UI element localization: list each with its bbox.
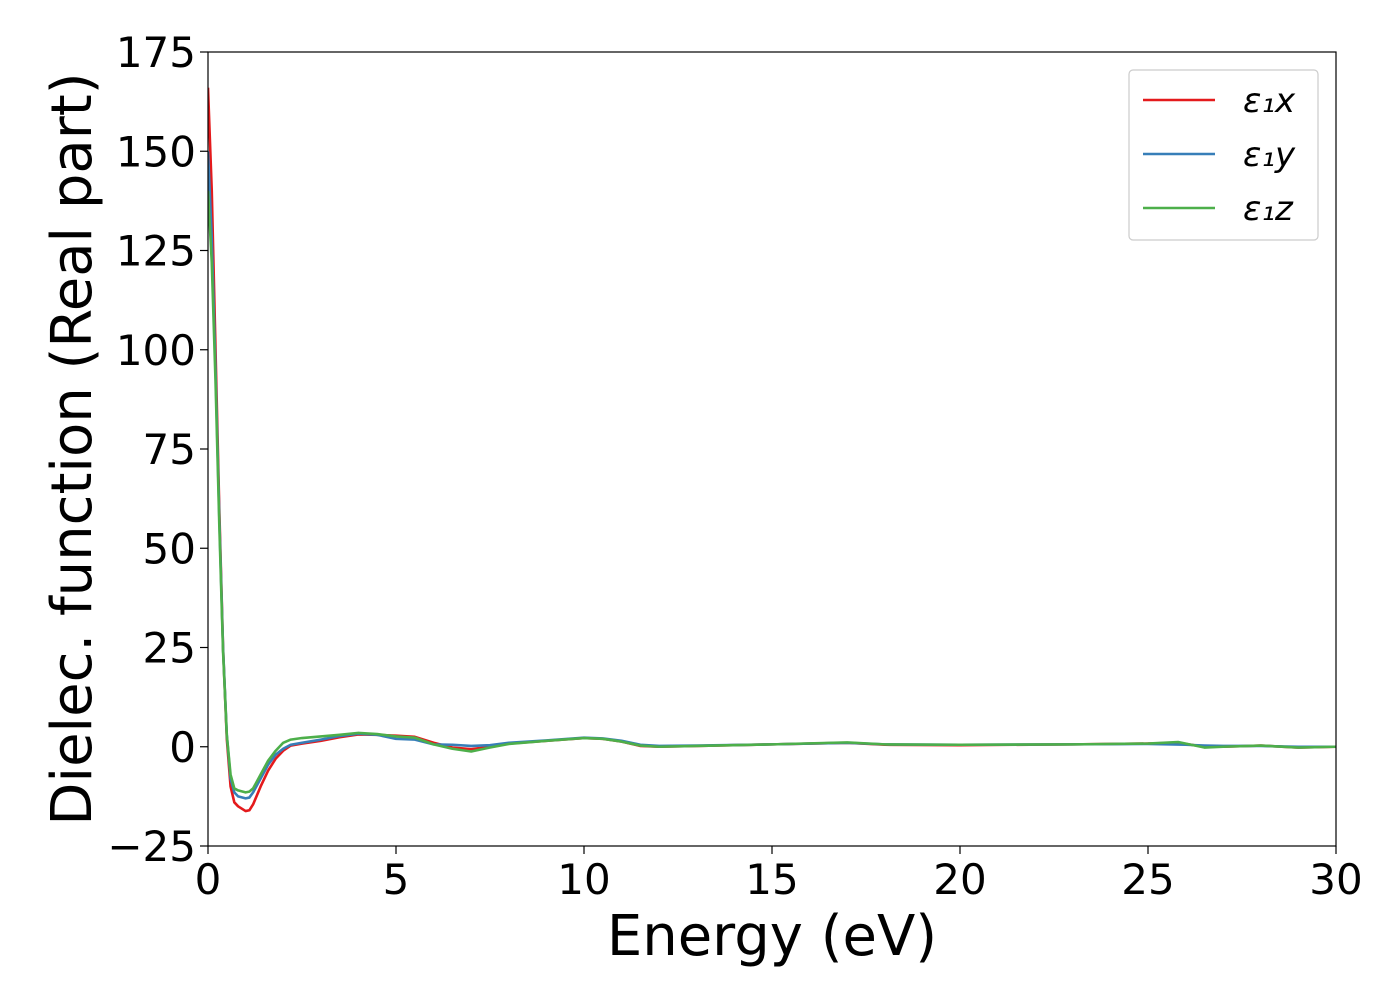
y-tick-label: 125 [116,227,196,276]
series-line-3 [208,190,1336,794]
y-tick-label: 0 [169,723,196,772]
legend-box [1128,69,1319,241]
legend-label-1: ε₁x [1243,81,1296,121]
y-tick-label: 50 [143,524,196,573]
x-tick-label: 25 [1121,855,1174,904]
y-tick-label: 175 [116,28,196,77]
y-tick-label: 25 [143,624,196,673]
legend-label-3: ε₁z [1243,189,1294,229]
x-tick-label: 15 [745,855,798,904]
x-tick-label: 30 [1309,855,1362,904]
x-tick-label: 5 [383,855,410,904]
y-tick-label: 150 [116,127,196,176]
y-axis-title: Dielec. function (Real part) [40,72,105,825]
x-tick-label: 10 [557,855,610,904]
x-tick-label: 0 [195,855,222,904]
series-lines [208,87,1336,813]
series-line-2 [208,151,1336,800]
y-tick-label: 100 [116,326,196,375]
y-tick-label: −25 [107,822,196,871]
legend-label-2: ε₁y [1243,135,1296,175]
x-tick-label: 20 [933,855,986,904]
y-tick-label: 75 [143,425,196,474]
legend: ε₁x ε₁y ε₁z [1128,69,1319,241]
x-axis-title: Energy (eV) [607,904,937,969]
